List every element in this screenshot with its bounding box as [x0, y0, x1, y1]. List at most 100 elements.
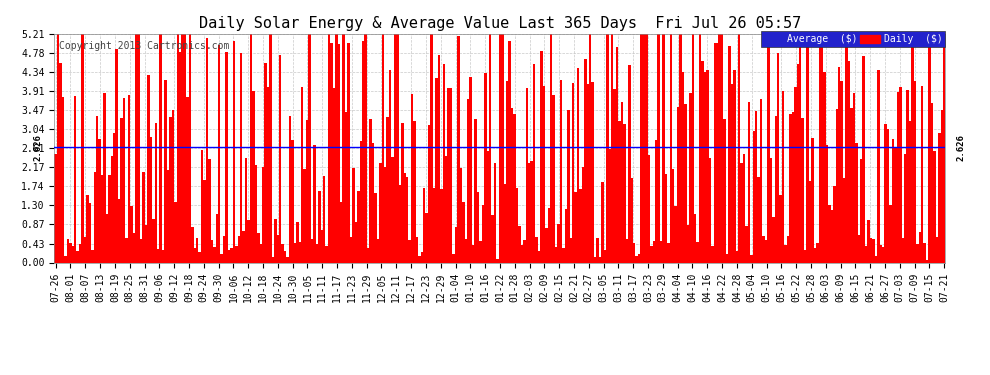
Bar [103, 93, 106, 262]
Bar [760, 99, 762, 262]
Bar [133, 233, 135, 262]
Bar [531, 160, 533, 262]
Bar [626, 239, 628, 262]
Bar [606, 34, 609, 262]
Bar [745, 226, 747, 262]
Bar [738, 34, 741, 262]
Bar [116, 49, 118, 262]
Bar [679, 34, 682, 262]
Bar [421, 252, 423, 262]
Bar [91, 250, 93, 262]
Title: Daily Solar Energy & Average Value Last 365 Days  Fri Jul 26 05:57: Daily Solar Energy & Average Value Last … [199, 16, 801, 31]
Bar [736, 251, 738, 262]
Bar [704, 72, 706, 262]
Text: Copyright 2013 Cartronics.com: Copyright 2013 Cartronics.com [59, 40, 230, 51]
Bar [436, 78, 438, 262]
Bar [792, 112, 794, 262]
Bar [802, 118, 804, 262]
Bar [84, 237, 86, 262]
Bar [747, 102, 750, 262]
Bar [249, 34, 252, 262]
Bar [379, 164, 381, 262]
Bar [81, 34, 84, 262]
Bar [587, 84, 589, 262]
Bar [826, 145, 829, 262]
Bar [446, 156, 447, 262]
Bar [882, 247, 884, 262]
Bar [352, 168, 354, 262]
Bar [874, 256, 877, 262]
Bar [148, 75, 149, 262]
Bar [152, 219, 154, 262]
Bar [176, 34, 179, 262]
Bar [664, 174, 667, 262]
Bar [484, 73, 486, 262]
Bar [674, 206, 677, 262]
Bar [243, 231, 245, 262]
Bar [254, 165, 257, 262]
Bar [472, 245, 474, 262]
Bar [636, 256, 638, 262]
Bar [357, 192, 359, 262]
Bar [784, 245, 787, 262]
Bar [347, 44, 349, 262]
Bar [528, 163, 531, 262]
Bar [171, 110, 174, 262]
Bar [96, 116, 98, 262]
Bar [521, 245, 523, 262]
Bar [601, 182, 604, 262]
Bar [916, 244, 919, 262]
Bar [799, 34, 802, 262]
Bar [238, 236, 240, 262]
Bar [384, 167, 386, 262]
Bar [296, 222, 299, 262]
Bar [557, 224, 559, 262]
Bar [518, 226, 521, 262]
Bar [504, 184, 506, 262]
Bar [252, 90, 254, 262]
Bar [892, 139, 894, 262]
Bar [321, 230, 323, 262]
Bar [733, 70, 736, 262]
Bar [326, 246, 328, 262]
Bar [56, 34, 59, 262]
Bar [777, 53, 779, 262]
Bar [161, 250, 164, 262]
Bar [836, 110, 839, 262]
Bar [694, 214, 696, 262]
Bar [731, 84, 733, 262]
Bar [829, 206, 831, 262]
Bar [904, 154, 907, 262]
Bar [609, 149, 611, 262]
Bar [121, 118, 123, 262]
Bar [867, 220, 870, 262]
Bar [313, 145, 316, 262]
Bar [757, 177, 760, 262]
Bar [724, 119, 726, 262]
Bar [628, 65, 631, 262]
Bar [624, 124, 626, 262]
Bar [696, 242, 699, 262]
Bar [169, 117, 171, 262]
Bar [872, 239, 874, 262]
Bar [641, 34, 643, 262]
Bar [213, 247, 216, 262]
Bar [667, 243, 669, 262]
Bar [216, 214, 218, 262]
Bar [850, 108, 852, 262]
Bar [779, 195, 782, 262]
Bar [438, 55, 441, 262]
Bar [765, 240, 767, 262]
Bar [299, 242, 301, 262]
Bar [196, 238, 198, 262]
Bar [294, 243, 296, 262]
Bar [655, 140, 657, 262]
Bar [772, 217, 774, 262]
Bar [657, 34, 660, 262]
Bar [887, 129, 889, 262]
Bar [154, 123, 157, 262]
Bar [308, 34, 311, 262]
Bar [394, 34, 396, 262]
Bar [223, 236, 226, 262]
Bar [447, 88, 449, 262]
